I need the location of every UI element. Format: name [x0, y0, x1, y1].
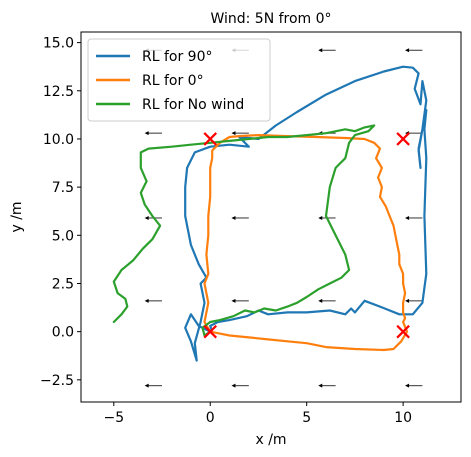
x-axis-label: x /m — [255, 432, 286, 448]
wind-arrow — [231, 215, 249, 220]
target-marker — [203, 132, 218, 146]
plot-frame — [80, 31, 462, 403]
x-axis: −5 0 5 10 — [103, 402, 412, 426]
wind-arrow — [318, 383, 336, 388]
wind-arrow — [144, 131, 163, 136]
y-tick-label: 0.0 — [52, 325, 74, 341]
target-marker — [396, 324, 410, 339]
legend-label-rl-0: RL for 0° — [142, 73, 204, 89]
series-line-1 — [203, 134, 409, 352]
wind-arrow — [318, 215, 336, 220]
y-tick-label: −2.5 — [40, 373, 74, 389]
wind-arrow — [231, 383, 249, 388]
x-tick-label: 10 — [394, 410, 412, 426]
y-axis-label: y /m — [9, 201, 25, 232]
wind-arrow — [405, 298, 423, 303]
y-tick-label: 12.5 — [43, 84, 74, 100]
series-line-2 — [112, 124, 376, 337]
wind-arrow — [144, 298, 163, 303]
y-tick-label: 2.5 — [52, 276, 74, 292]
wind-arrow — [231, 298, 249, 303]
chart-title: Wind: 5N from 0° — [210, 11, 331, 27]
y-tick-label: 15.0 — [43, 36, 74, 52]
series-lines — [112, 65, 428, 362]
target-marker — [203, 324, 218, 339]
wind-arrow — [318, 48, 336, 53]
legend-box — [87, 38, 271, 122]
legend-label-rl-90: RL for 90° — [142, 49, 213, 65]
wind-arrow — [405, 48, 423, 53]
wind-arrow — [318, 298, 336, 303]
y-tick-label: 10.0 — [43, 132, 74, 148]
wind-arrow — [405, 383, 423, 388]
y-tick-label: 5.0 — [52, 228, 74, 244]
wind-arrow — [231, 131, 249, 136]
legend-label-rl-no-wind: RL for No wind — [142, 97, 244, 113]
y-axis: −2.5 0.0 2.5 5.0 7.5 10.0 12.5 15.0 — [40, 36, 81, 389]
x-tick-label: 0 — [206, 410, 215, 426]
wind-arrow — [144, 383, 163, 388]
x-tick-label: 5 — [302, 410, 311, 426]
y-tick-label: 7.5 — [52, 180, 74, 196]
target-markers — [203, 132, 410, 339]
x-tick-label: −5 — [103, 410, 124, 426]
series-line-0 — [184, 65, 428, 362]
target-marker — [396, 132, 410, 146]
legend: RL for 90° RL for 0° RL for No wind — [87, 38, 271, 122]
wind-arrow — [405, 215, 423, 220]
